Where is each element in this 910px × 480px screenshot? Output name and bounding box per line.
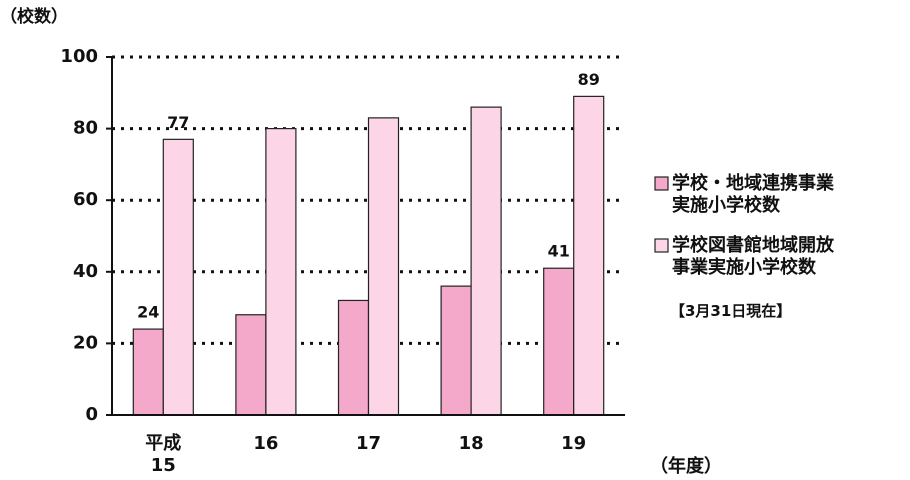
y-tick-label: 40	[73, 261, 98, 282]
y-tick-label: 80	[73, 118, 98, 139]
data-label: 77	[167, 113, 189, 132]
x-tick-label: 18	[458, 433, 484, 454]
note: 【3月31日現在】	[670, 302, 792, 320]
legend-label: 学校・地域連携事業 実施小学校数	[672, 173, 834, 216]
bar	[235, 314, 267, 416]
legend-swatch	[654, 238, 669, 253]
y-tick-label: 0	[85, 404, 98, 425]
y-tick-label: 20	[73, 332, 98, 353]
x-axis-title: （年度）	[650, 456, 722, 477]
x-tick-label: 16	[253, 433, 279, 454]
data-label: 41	[548, 242, 570, 261]
legend-swatch	[654, 176, 669, 191]
x-tick-label: 平成 15	[145, 433, 182, 476]
x-tick-label: 17	[355, 433, 382, 454]
bar	[573, 95, 605, 416]
bar	[367, 117, 400, 416]
x-tick-label: 19	[561, 433, 587, 454]
data-label: 89	[578, 70, 600, 89]
bar	[470, 106, 502, 416]
y-tick-label: 100	[60, 46, 98, 67]
y-axis-title: （校数）	[0, 7, 68, 27]
bar	[543, 267, 575, 416]
data-label: 24	[137, 303, 159, 322]
bar	[337, 299, 370, 416]
bar	[440, 285, 472, 416]
legend-label: 学校図書館地域開放 事業実施小学校数	[672, 235, 834, 278]
y-tick-label: 60	[73, 189, 98, 210]
bar	[162, 138, 194, 416]
bar	[265, 128, 297, 416]
bar	[132, 328, 164, 416]
